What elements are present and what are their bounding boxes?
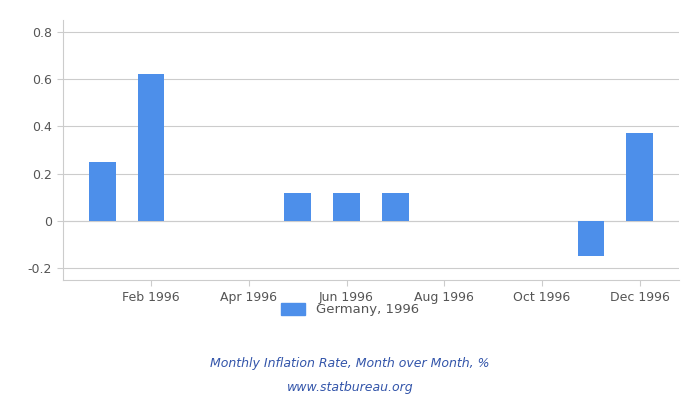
Bar — [626, 134, 653, 221]
Bar — [382, 192, 409, 221]
Text: Monthly Inflation Rate, Month over Month, %: Monthly Inflation Rate, Month over Month… — [210, 358, 490, 370]
Bar — [138, 74, 164, 221]
Bar — [89, 162, 116, 221]
Bar — [578, 221, 604, 256]
Text: www.statbureau.org: www.statbureau.org — [287, 382, 413, 394]
Bar — [333, 192, 360, 221]
Bar — [284, 192, 311, 221]
Legend: Germany, 1996: Germany, 1996 — [276, 298, 424, 322]
